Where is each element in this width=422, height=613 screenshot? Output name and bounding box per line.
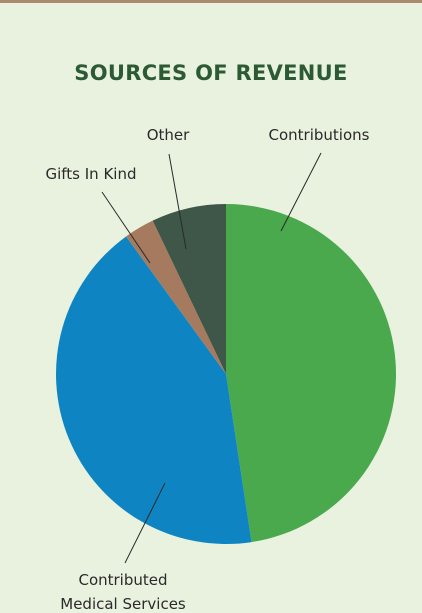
leader-line-contributions bbox=[280, 152, 322, 232]
leader-line-other bbox=[168, 153, 187, 250]
slice-contributions bbox=[226, 204, 396, 543]
slice-other bbox=[152, 204, 226, 374]
label-other: Other bbox=[147, 126, 190, 144]
chart-title: SOURCES OF REVENUE bbox=[74, 61, 348, 85]
pie-slices bbox=[56, 204, 396, 544]
leader-line-gifts-in-kind bbox=[101, 191, 151, 264]
label-contributed-medical-services: Contributed Medical Services bbox=[60, 571, 186, 613]
label-contributions: Contributions bbox=[269, 126, 370, 144]
label-gifts-in-kind: Gifts In Kind bbox=[45, 165, 136, 183]
slice-contributed-medical-services bbox=[56, 236, 252, 544]
pie-chart: Contributions Contributed Medical Services… bbox=[45, 126, 396, 613]
leader-line-contributed-medical-services bbox=[124, 482, 166, 564]
slice-gifts-in-kind bbox=[126, 220, 226, 374]
